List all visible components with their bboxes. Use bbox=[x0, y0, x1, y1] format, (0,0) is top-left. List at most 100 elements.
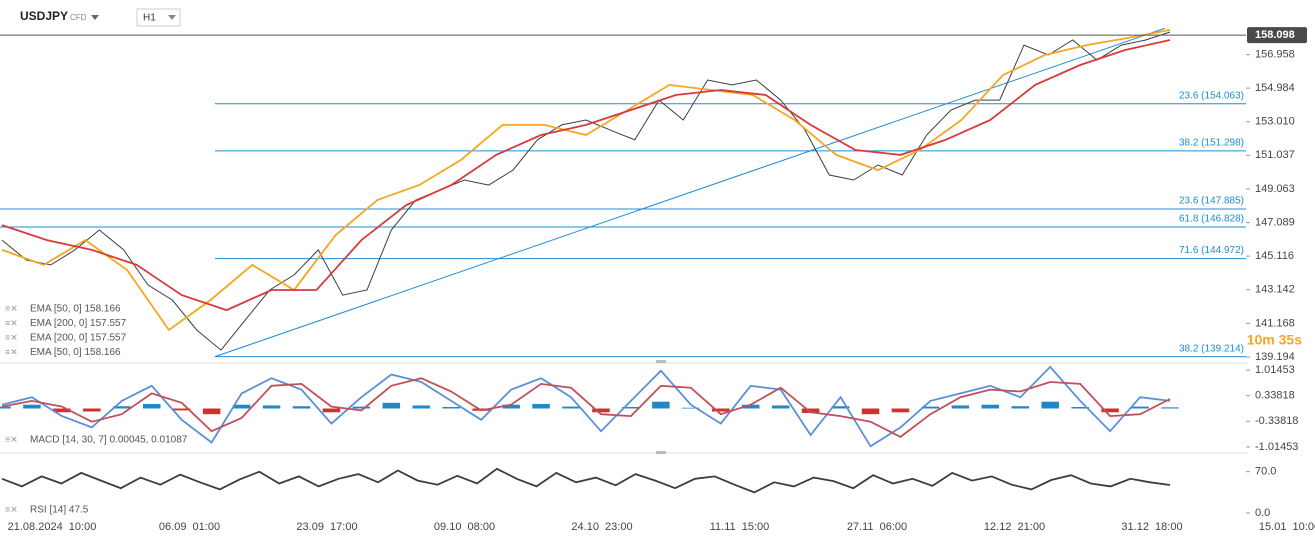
legend-icon: ≡✕ bbox=[5, 347, 18, 357]
symbol-dropdown[interactable] bbox=[91, 15, 99, 20]
y-tick-label: -1.01453 bbox=[1255, 441, 1298, 453]
y-tick-label: 151.037 bbox=[1255, 149, 1295, 161]
x-tick-label: 21.08.2024 10:00 bbox=[8, 521, 97, 533]
series-line bbox=[1, 29, 1171, 332]
histogram-bar bbox=[262, 405, 281, 409]
y-tick-label: 0.0 bbox=[1255, 507, 1270, 519]
y-tick-label: 154.984 bbox=[1255, 82, 1295, 94]
y-tick-label: 0.33818 bbox=[1255, 390, 1295, 402]
y-tick-label: 149.063 bbox=[1255, 183, 1295, 195]
instrument-kind: CFD bbox=[70, 13, 87, 22]
y-tick-label: -0.33818 bbox=[1255, 415, 1298, 427]
histogram-bar bbox=[682, 407, 700, 409]
legend-item: EMA [200, 0] 157.557 bbox=[30, 318, 127, 329]
trendline bbox=[214, 27, 1166, 358]
y-tick-label: 141.168 bbox=[1255, 317, 1295, 329]
x-tick-label: 24.10 23:00 bbox=[571, 521, 632, 533]
histogram-bar bbox=[712, 408, 730, 412]
histogram-bar bbox=[1131, 406, 1149, 409]
legend-icon: ≡✕ bbox=[5, 504, 18, 514]
y-tick-label: 156.958 bbox=[1255, 48, 1295, 60]
histogram-bar bbox=[202, 408, 221, 415]
legend-item: EMA [50, 0] 158.166 bbox=[30, 304, 121, 315]
interval-dropdown[interactable] bbox=[168, 15, 176, 20]
histogram-bar bbox=[53, 408, 71, 413]
series-line bbox=[1, 31, 1171, 351]
x-tick-label: 27.11 06:00 bbox=[847, 521, 907, 533]
fib-label: 38.2 (151.298) bbox=[1179, 138, 1244, 149]
fib-label: 38.2 (139.214) bbox=[1179, 343, 1244, 354]
y-tick-label: 145.116 bbox=[1255, 250, 1294, 262]
histogram-bar bbox=[232, 404, 251, 409]
x-tick-label: 15.01 10:00 bbox=[1259, 521, 1315, 533]
x-tick-label: 06.09 01:00 bbox=[159, 521, 220, 533]
y-tick-label: 153.010 bbox=[1255, 116, 1295, 128]
timer: 10m 35s bbox=[1247, 332, 1302, 348]
histogram-bar bbox=[1101, 408, 1119, 413]
y-tick-label: 139.194 bbox=[1255, 351, 1295, 363]
histogram-bar bbox=[562, 406, 580, 409]
y-tick-label: 70.0 bbox=[1255, 466, 1276, 478]
y-tick-label: 147.089 bbox=[1255, 216, 1295, 228]
histogram-bar bbox=[771, 405, 790, 409]
histogram-bar bbox=[921, 406, 940, 409]
histogram-bar bbox=[592, 408, 610, 413]
macd-legend: MACD [14, 30, 7] 0.00045, 0.01087 bbox=[30, 435, 188, 446]
histogram-bar bbox=[831, 406, 850, 409]
histogram-bar bbox=[1071, 406, 1089, 409]
series-line bbox=[1, 377, 1171, 438]
x-tick-label: 12.12 21:00 bbox=[984, 521, 1045, 533]
histogram-bar bbox=[891, 408, 910, 413]
y-tick-label: 143.142 bbox=[1255, 284, 1295, 296]
legend-icon: ≡✕ bbox=[5, 434, 18, 444]
histogram-bar bbox=[442, 406, 460, 409]
fib-label: 23.6 (154.063) bbox=[1179, 90, 1244, 101]
last-price: 158.098 bbox=[1255, 29, 1295, 41]
x-tick-label: 31.12 18:00 bbox=[1121, 521, 1182, 533]
series-line bbox=[1, 467, 1171, 494]
histogram-bar bbox=[172, 408, 191, 411]
fib-label: 61.8 (146.828) bbox=[1179, 214, 1244, 225]
legend-icon: ≡✕ bbox=[5, 318, 18, 328]
histogram-bar bbox=[322, 408, 341, 413]
interval[interactable]: H1 bbox=[143, 13, 156, 24]
histogram-bar bbox=[981, 404, 1000, 409]
histogram-bar bbox=[801, 408, 820, 414]
series-line bbox=[1, 39, 1171, 312]
x-tick-label: 09.10 08:00 bbox=[434, 521, 495, 533]
histogram-bar bbox=[0, 406, 11, 409]
x-tick-label: 23.09 17:00 bbox=[296, 521, 357, 533]
histogram-bar bbox=[1011, 406, 1030, 409]
interval-box[interactable] bbox=[136, 8, 181, 27]
histogram-bar bbox=[292, 406, 311, 409]
fib-label: 23.6 (147.885) bbox=[1179, 196, 1244, 207]
fib-label: 71.6 (144.972) bbox=[1179, 245, 1244, 256]
histogram-bar bbox=[113, 406, 131, 409]
x-tick-label: 11.11 15:00 bbox=[710, 521, 770, 533]
series-line bbox=[1, 365, 1171, 448]
histogram-bar bbox=[23, 404, 41, 409]
histogram-bar bbox=[951, 405, 970, 409]
histogram-bar bbox=[142, 403, 161, 409]
resize-handle[interactable] bbox=[656, 360, 666, 363]
rsi-legend: RSI [14] 47.5 bbox=[30, 505, 89, 516]
legend-item: EMA [50, 0] 158.166 bbox=[30, 347, 121, 358]
legend-icon: ≡✕ bbox=[5, 303, 18, 313]
resize-handle[interactable] bbox=[656, 451, 666, 454]
histogram-bar bbox=[741, 404, 760, 409]
legend-item: EMA [200, 0] 157.557 bbox=[30, 333, 127, 344]
symbol[interactable]: USDJPY bbox=[20, 9, 68, 23]
histogram-bar bbox=[1161, 407, 1179, 409]
histogram-bar bbox=[382, 402, 401, 409]
last-price-box bbox=[1247, 27, 1307, 44]
histogram-bar bbox=[352, 406, 371, 409]
histogram-bar bbox=[412, 405, 431, 409]
histogram-bar bbox=[83, 408, 101, 412]
histogram-bar bbox=[622, 406, 640, 409]
histogram-bar bbox=[861, 408, 880, 415]
histogram-bar bbox=[502, 404, 520, 409]
histogram-bar bbox=[652, 401, 670, 409]
histogram-bar bbox=[1041, 401, 1059, 409]
